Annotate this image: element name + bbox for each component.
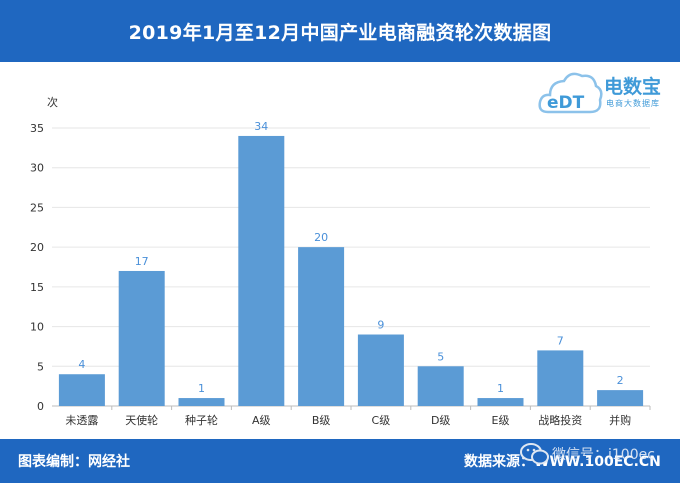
y-tick-label: 20: [30, 241, 44, 254]
x-tick-label: 并购: [609, 413, 631, 427]
bar-chart: 05101520253035次4未透露17天使轮1种子轮34A级20B级9C级5…: [30, 95, 651, 427]
brand-logo: eDT 电数宝 电商大数据库: [538, 64, 673, 124]
footer-bar: 图表编制：网经社 数据来源：WWW.100EC.CN: [0, 439, 680, 483]
data-label: 5: [437, 350, 444, 363]
data-source: 数据来源：WWW.100EC.CN: [464, 454, 661, 470]
cloud-logo-icon: eDT: [538, 72, 603, 114]
x-tick-label: 种子轮: [185, 413, 218, 427]
data-label: 9: [377, 319, 384, 332]
header-bar: 2019年1月至12月中国产业电商融资轮次数据图: [0, 0, 680, 62]
y-axis-label: 次: [47, 95, 58, 109]
x-tick-label: 未透露: [65, 414, 98, 427]
wechat-id: 微信号：i100ec: [552, 447, 655, 463]
data-label: 7: [557, 334, 564, 347]
data-label: 4: [78, 358, 85, 371]
logo-mark-text: eDT: [547, 93, 585, 113]
bar: [118, 270, 165, 406]
bar: [298, 247, 345, 406]
bar: [357, 334, 404, 406]
bar: [537, 350, 584, 406]
data-label: 17: [135, 255, 149, 268]
x-tick-label: 战略投资: [538, 413, 582, 427]
y-tick-label: 25: [30, 201, 44, 214]
x-tick-label: A级: [252, 414, 271, 427]
x-tick-label: B级: [312, 414, 331, 427]
data-label: 20: [314, 231, 328, 244]
logo-name: 电数宝: [604, 76, 662, 98]
bar: [417, 366, 464, 406]
logo-subtitle: 电商大数据库: [606, 99, 660, 108]
bar: [477, 398, 524, 406]
bar: [178, 398, 225, 406]
data-label: 1: [497, 382, 504, 395]
bar: [238, 135, 285, 406]
chart-title: 2019年1月至12月中国产业电商融资轮次数据图: [128, 21, 552, 44]
data-label: 34: [254, 120, 268, 133]
y-tick-label: 0: [37, 400, 44, 413]
x-tick-label: 天使轮: [125, 413, 158, 427]
data-label: 2: [617, 374, 624, 387]
y-tick-label: 30: [30, 162, 44, 175]
x-tick-label: E级: [492, 414, 510, 427]
wechat-icon: [520, 443, 549, 465]
x-tick-label: D级: [431, 414, 450, 427]
y-tick-label: 35: [30, 122, 44, 135]
bar: [58, 374, 105, 406]
y-tick-label: 15: [30, 281, 44, 294]
y-tick-label: 5: [37, 360, 44, 373]
y-tick-label: 10: [30, 321, 44, 334]
x-tick-label: C级: [372, 414, 391, 427]
chart-credit: 图表编制：网经社: [18, 454, 130, 470]
bar: [597, 390, 644, 406]
data-label: 1: [198, 382, 205, 395]
